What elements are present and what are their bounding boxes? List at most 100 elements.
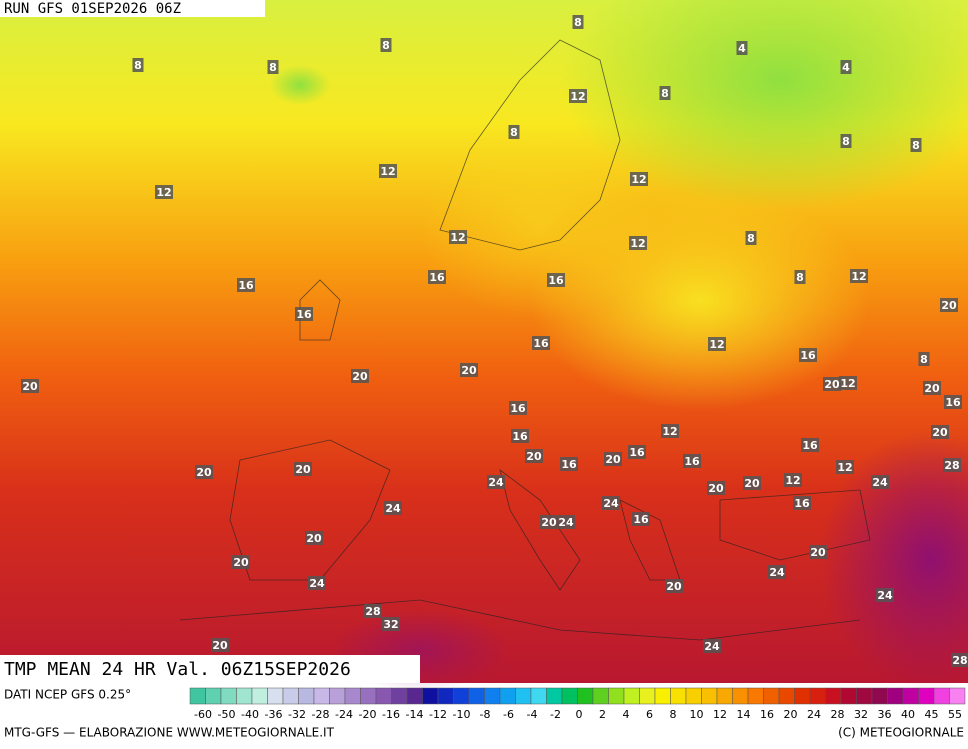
contour-label: 12 [156, 186, 171, 199]
contour-label: 16 [800, 349, 816, 362]
scale-label: 6 [646, 708, 653, 721]
label-box [793, 496, 811, 510]
contour-label: 28 [944, 459, 959, 472]
contour-label: 24 [704, 640, 720, 653]
contour-label: 20 [212, 639, 228, 652]
scale-label: -40 [241, 708, 259, 721]
scale-label: 14 [737, 708, 751, 721]
label-box [384, 501, 402, 515]
scale-swatch [794, 687, 811, 705]
scale-label: 36 [878, 708, 892, 721]
scale-label: -36 [265, 708, 283, 721]
label-box [840, 60, 852, 74]
label-box [809, 545, 827, 559]
label-box [379, 164, 397, 178]
label-box [799, 348, 817, 362]
label-box [525, 449, 543, 463]
scale-swatch [592, 687, 609, 705]
contour-label: 16 [684, 455, 700, 468]
scale-swatch [515, 687, 532, 705]
header-box [0, 0, 265, 17]
scale-swatch [809, 687, 826, 705]
contour-label: 8 [842, 135, 850, 148]
label-box [794, 270, 806, 284]
contour-label: 24 [385, 502, 401, 515]
contour-label: 24 [603, 497, 619, 510]
label-box [910, 138, 922, 152]
contour-label: 20 [541, 516, 557, 529]
scale-label: -6 [503, 708, 514, 721]
label-box [487, 475, 505, 489]
label-box [508, 125, 520, 139]
contour-label: 12 [851, 270, 866, 283]
contour-label: 20 [22, 380, 38, 393]
scale-label: -24 [335, 708, 353, 721]
source-label: DATI NCEP GFS 0.25° [4, 688, 131, 702]
contour-label: 16 [633, 513, 649, 526]
contour-label: 20 [461, 364, 477, 377]
contour-label: 24 [872, 476, 888, 489]
contour-label: 20 [932, 426, 948, 439]
label-box [708, 337, 726, 351]
scale-swatch [716, 687, 733, 705]
scale-label: 45 [925, 708, 939, 721]
contour-label: 20 [810, 546, 826, 559]
scale-label: 32 [854, 708, 868, 721]
scale-swatch [298, 687, 315, 705]
cold-area [270, 65, 330, 105]
label-box [540, 515, 558, 529]
scale-swatch [251, 687, 268, 705]
label-box [509, 401, 527, 415]
label-box [840, 134, 852, 148]
contour-label: 24 [488, 476, 504, 489]
label-box [768, 565, 786, 579]
scale-label: -20 [359, 708, 377, 721]
coastlines [179, 39, 871, 641]
scale-swatch [484, 687, 501, 705]
scale-swatch [282, 687, 299, 705]
scale-label: 55 [948, 708, 962, 721]
label-box [944, 395, 962, 409]
contour-label: 12 [631, 173, 646, 186]
scale-swatch [701, 687, 718, 705]
label-box [659, 86, 671, 100]
contour-label: 8 [661, 87, 669, 100]
contour-label: 12 [662, 425, 677, 438]
copyright: (C) METEOGIORNALE [838, 726, 964, 740]
scale-swatch [406, 687, 423, 705]
scale-swatch [670, 687, 687, 705]
scale-swatch [205, 687, 222, 705]
scale-swatch [313, 687, 330, 705]
scale-swatch [499, 687, 516, 705]
scale-label: -10 [453, 708, 471, 721]
scale-label: 4 [623, 708, 630, 721]
contour-label: 28 [952, 654, 967, 667]
scale-label: 8 [670, 708, 677, 721]
label-box [294, 462, 312, 476]
contour-label: 20 [196, 466, 212, 479]
scale-swatch [825, 687, 842, 705]
label-box [449, 230, 467, 244]
scale-label: 2 [599, 708, 606, 721]
scale-swatch [453, 687, 470, 705]
contour-label: 16 [945, 396, 961, 409]
scale-swatch [391, 687, 408, 705]
contour-label: 16 [296, 308, 312, 321]
label-box [602, 496, 620, 510]
label-box [940, 298, 958, 312]
label-box [604, 452, 622, 466]
scale-label: -32 [288, 708, 306, 721]
label-box [629, 236, 647, 250]
label-box [569, 89, 587, 103]
label-box [707, 481, 725, 495]
scale-swatch [949, 687, 966, 705]
label-box [560, 457, 578, 471]
label-box [351, 369, 369, 383]
contour-label: 16 [510, 402, 526, 415]
label-box [572, 15, 584, 29]
credit: MTG-GFS — ELABORAZIONE WWW.METEOGIORNALE… [4, 726, 335, 740]
scale-label: -2 [550, 708, 561, 721]
scale-label: 20 [784, 708, 798, 721]
label-box [784, 473, 802, 487]
